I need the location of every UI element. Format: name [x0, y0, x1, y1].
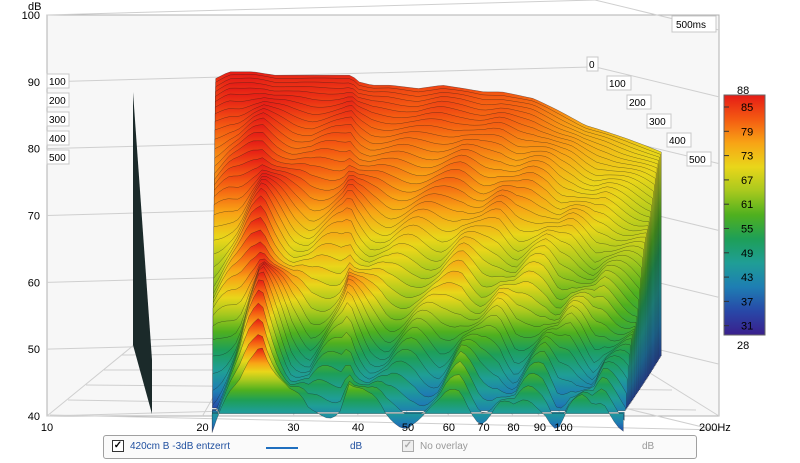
- x-tick-label: 40: [352, 422, 364, 434]
- time-right-label: 100: [609, 79, 626, 90]
- overlay-unit: dB: [642, 441, 655, 452]
- x-tick-label: 20: [196, 422, 208, 434]
- time-left-label: 100: [49, 77, 66, 88]
- time-right-label: 500: [689, 155, 706, 166]
- surface-edge: [133, 92, 152, 414]
- time-right-label-box: [646, 113, 672, 129]
- legend-bar: ✓ 420cm B -3dB entzerrt dB ✓ No overlay …: [103, 435, 697, 459]
- overlay-checkbox[interactable]: ✓: [402, 440, 414, 452]
- time-right-label: 200: [629, 98, 646, 109]
- time-left-label-box: [46, 130, 70, 146]
- series-unit: dB: [350, 441, 363, 452]
- y-axis-ticks: 40 50 60 70 80 90 100: [22, 10, 40, 423]
- time-right-label-box: [586, 56, 599, 72]
- time-right-label-box: [606, 75, 632, 91]
- y-tick-label: 100: [22, 10, 40, 22]
- x-tick-label: 200Hz: [699, 422, 731, 434]
- x-tick-label: 80: [507, 422, 519, 434]
- time-right-label: 0: [589, 60, 595, 71]
- x-tick-label: 70: [477, 422, 489, 434]
- x-tick-label: 90: [534, 422, 546, 434]
- waterfall-surface: [133, 71, 662, 433]
- overlay-label: No overlay: [420, 441, 468, 452]
- y-tick-label: 60: [28, 277, 40, 289]
- colorbar-tick-label: 55: [741, 224, 753, 236]
- colorbar-max-label: 88: [737, 85, 749, 97]
- time-left-label: 500: [49, 153, 66, 164]
- time-right-label-box: [666, 132, 692, 148]
- y-tick-label: 40: [28, 411, 40, 423]
- colorbar-tick-label: 67: [741, 175, 753, 187]
- time-left-label-box: [46, 92, 70, 108]
- colorbar-tick-label: 49: [741, 248, 753, 260]
- x-axis-ticks: 10 20 30 40 50 60 70 80 90 100 200Hz: [41, 422, 731, 434]
- colorbar-tick-label: 43: [741, 272, 753, 284]
- svg-text:500ms: 500ms: [676, 20, 706, 31]
- time-left-label: 300: [49, 115, 66, 126]
- time-right-label: 300: [649, 117, 666, 128]
- time-right-label: 400: [669, 136, 686, 147]
- x-tick-label: 10: [41, 422, 53, 434]
- time-right-label-box: [626, 94, 652, 110]
- colorbar-tick-label: 31: [741, 321, 753, 333]
- time-axis-left-labels: 100 200 300 400 500: [46, 73, 70, 165]
- colorbar-tick-label: 85: [741, 102, 753, 114]
- time-left-label-box: [46, 111, 70, 127]
- colorbar-tick-label: 61: [741, 199, 753, 211]
- y-tick-label: 70: [28, 211, 40, 223]
- x-tick-label: 50: [402, 422, 414, 434]
- colorbar-tick-label: 37: [741, 296, 753, 308]
- colorbar: 88 85 79 73 67 61 55 49 43 37 31 28: [723, 85, 766, 352]
- series-label: 420cm B -3dB entzerrt: [130, 441, 231, 452]
- y-tick-label: 90: [28, 77, 40, 89]
- colorbar-min-label: 28: [737, 340, 749, 352]
- time-left-label-box: [46, 149, 70, 165]
- time-left-label: 400: [49, 134, 66, 145]
- series-line-swatch: [266, 447, 298, 449]
- x-tick-label: 100: [554, 422, 572, 434]
- series-checkbox[interactable]: ✓: [112, 440, 124, 452]
- y-axis-unit: dB: [28, 1, 41, 13]
- time-left-label-box: [46, 73, 70, 89]
- x-tick-label: 30: [287, 422, 299, 434]
- time-range-badge: 500ms: [671, 15, 717, 33]
- waterfall-slice: [211, 347, 624, 433]
- x-tick-label: 60: [443, 422, 455, 434]
- colorbar-tick-label: 79: [741, 126, 753, 138]
- time-left-label: 200: [49, 96, 66, 107]
- y-tick-label: 50: [28, 344, 40, 356]
- y-tick-label: 80: [28, 144, 40, 156]
- colorbar-tick-label: 73: [741, 151, 753, 163]
- time-right-label-box: [686, 151, 712, 167]
